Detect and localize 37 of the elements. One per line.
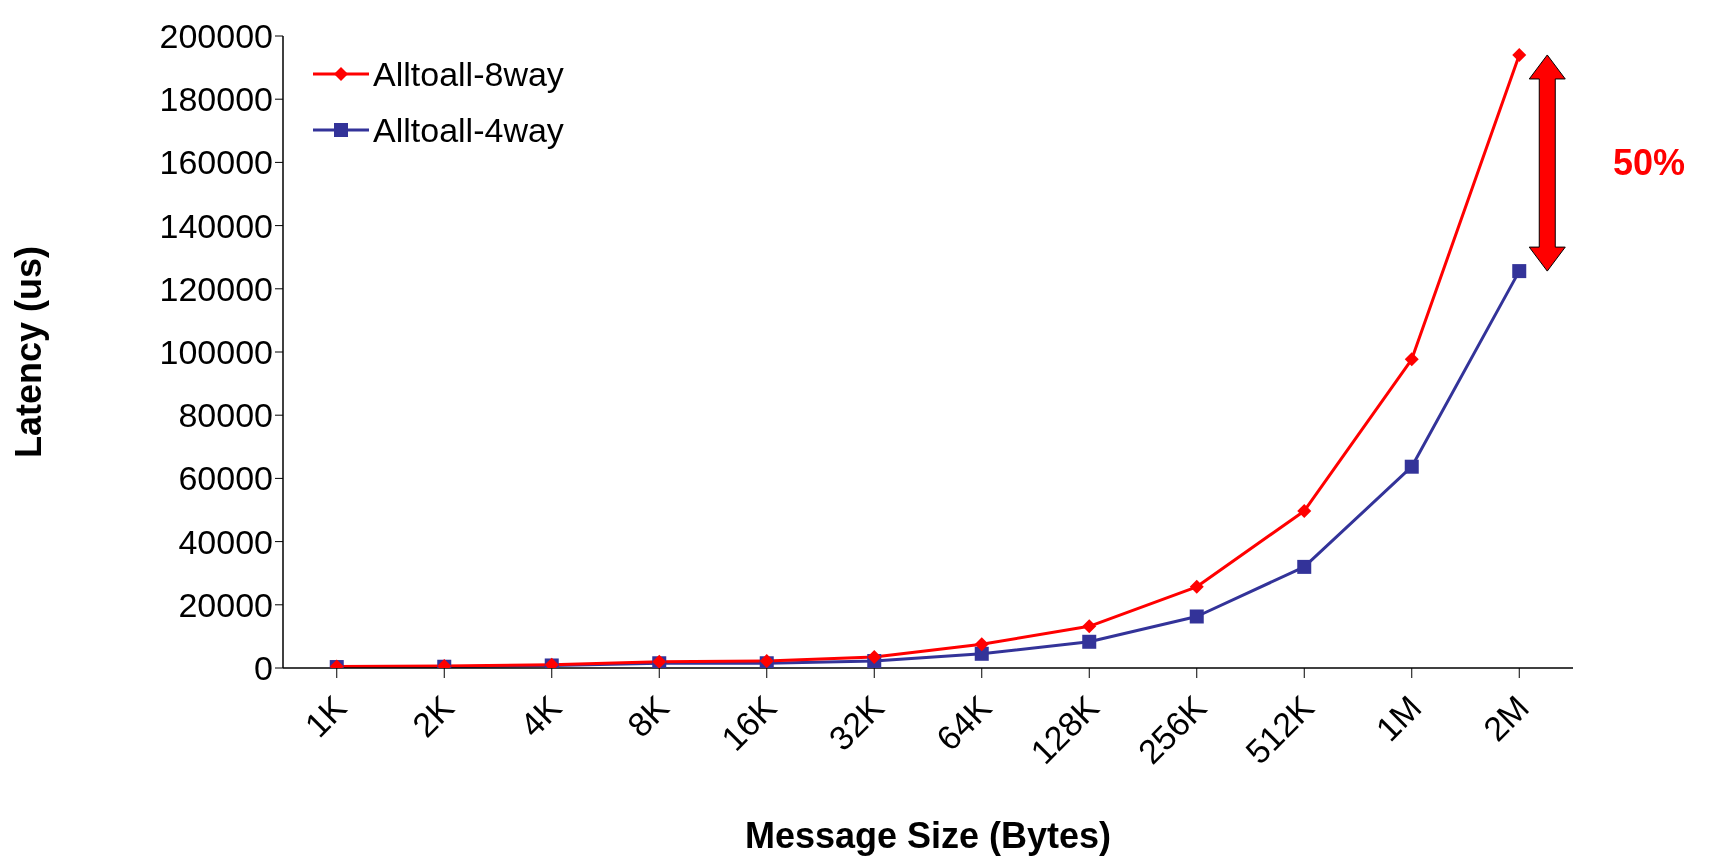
y-tick-label: 200000 [159,17,273,56]
text: 50% [1613,142,1686,184]
y-tick-label: 20000 [178,585,273,624]
x-tick-label: 1K [297,687,354,745]
y-tick-label: 60000 [178,459,273,498]
y-tick-label: 160000 [159,143,273,182]
y-axis-title: Latency (us) [7,245,49,459]
x-tick-label: 1M [1368,687,1429,749]
legend-label: Alltoall-4way [373,110,564,150]
point [1512,264,1527,279]
x-tick-label: 4K [512,687,569,745]
point [1512,47,1527,62]
x-axis-title: Message Size (Bytes) [744,815,1112,856]
y-tick-label: 100000 [159,333,273,372]
x-tick-label: 32K [821,687,892,758]
point [1189,609,1204,624]
x-tick-label: 16K [713,687,784,758]
point [1082,634,1097,649]
y-tick-label: 40000 [178,522,273,561]
point [1082,619,1097,634]
point [974,637,989,652]
x-tick-label: 64K [928,687,999,758]
y-tick-label: 0 [254,649,273,688]
point [1297,559,1312,574]
legend-label: Alltoall-8way [373,54,564,94]
x-tick-label: 8K [619,687,677,745]
point [1297,503,1312,518]
y-tick-label: 80000 [178,396,273,435]
point [1404,352,1419,367]
point [1404,459,1419,474]
y-tick-label: 140000 [159,206,273,245]
x-tick-label: 2M [1475,687,1537,749]
point [867,649,882,664]
y-tick-label: 120000 [159,269,273,308]
x-tick-label: 2K [404,687,462,745]
y-tick-label: 180000 [159,80,273,119]
point [1189,579,1204,594]
